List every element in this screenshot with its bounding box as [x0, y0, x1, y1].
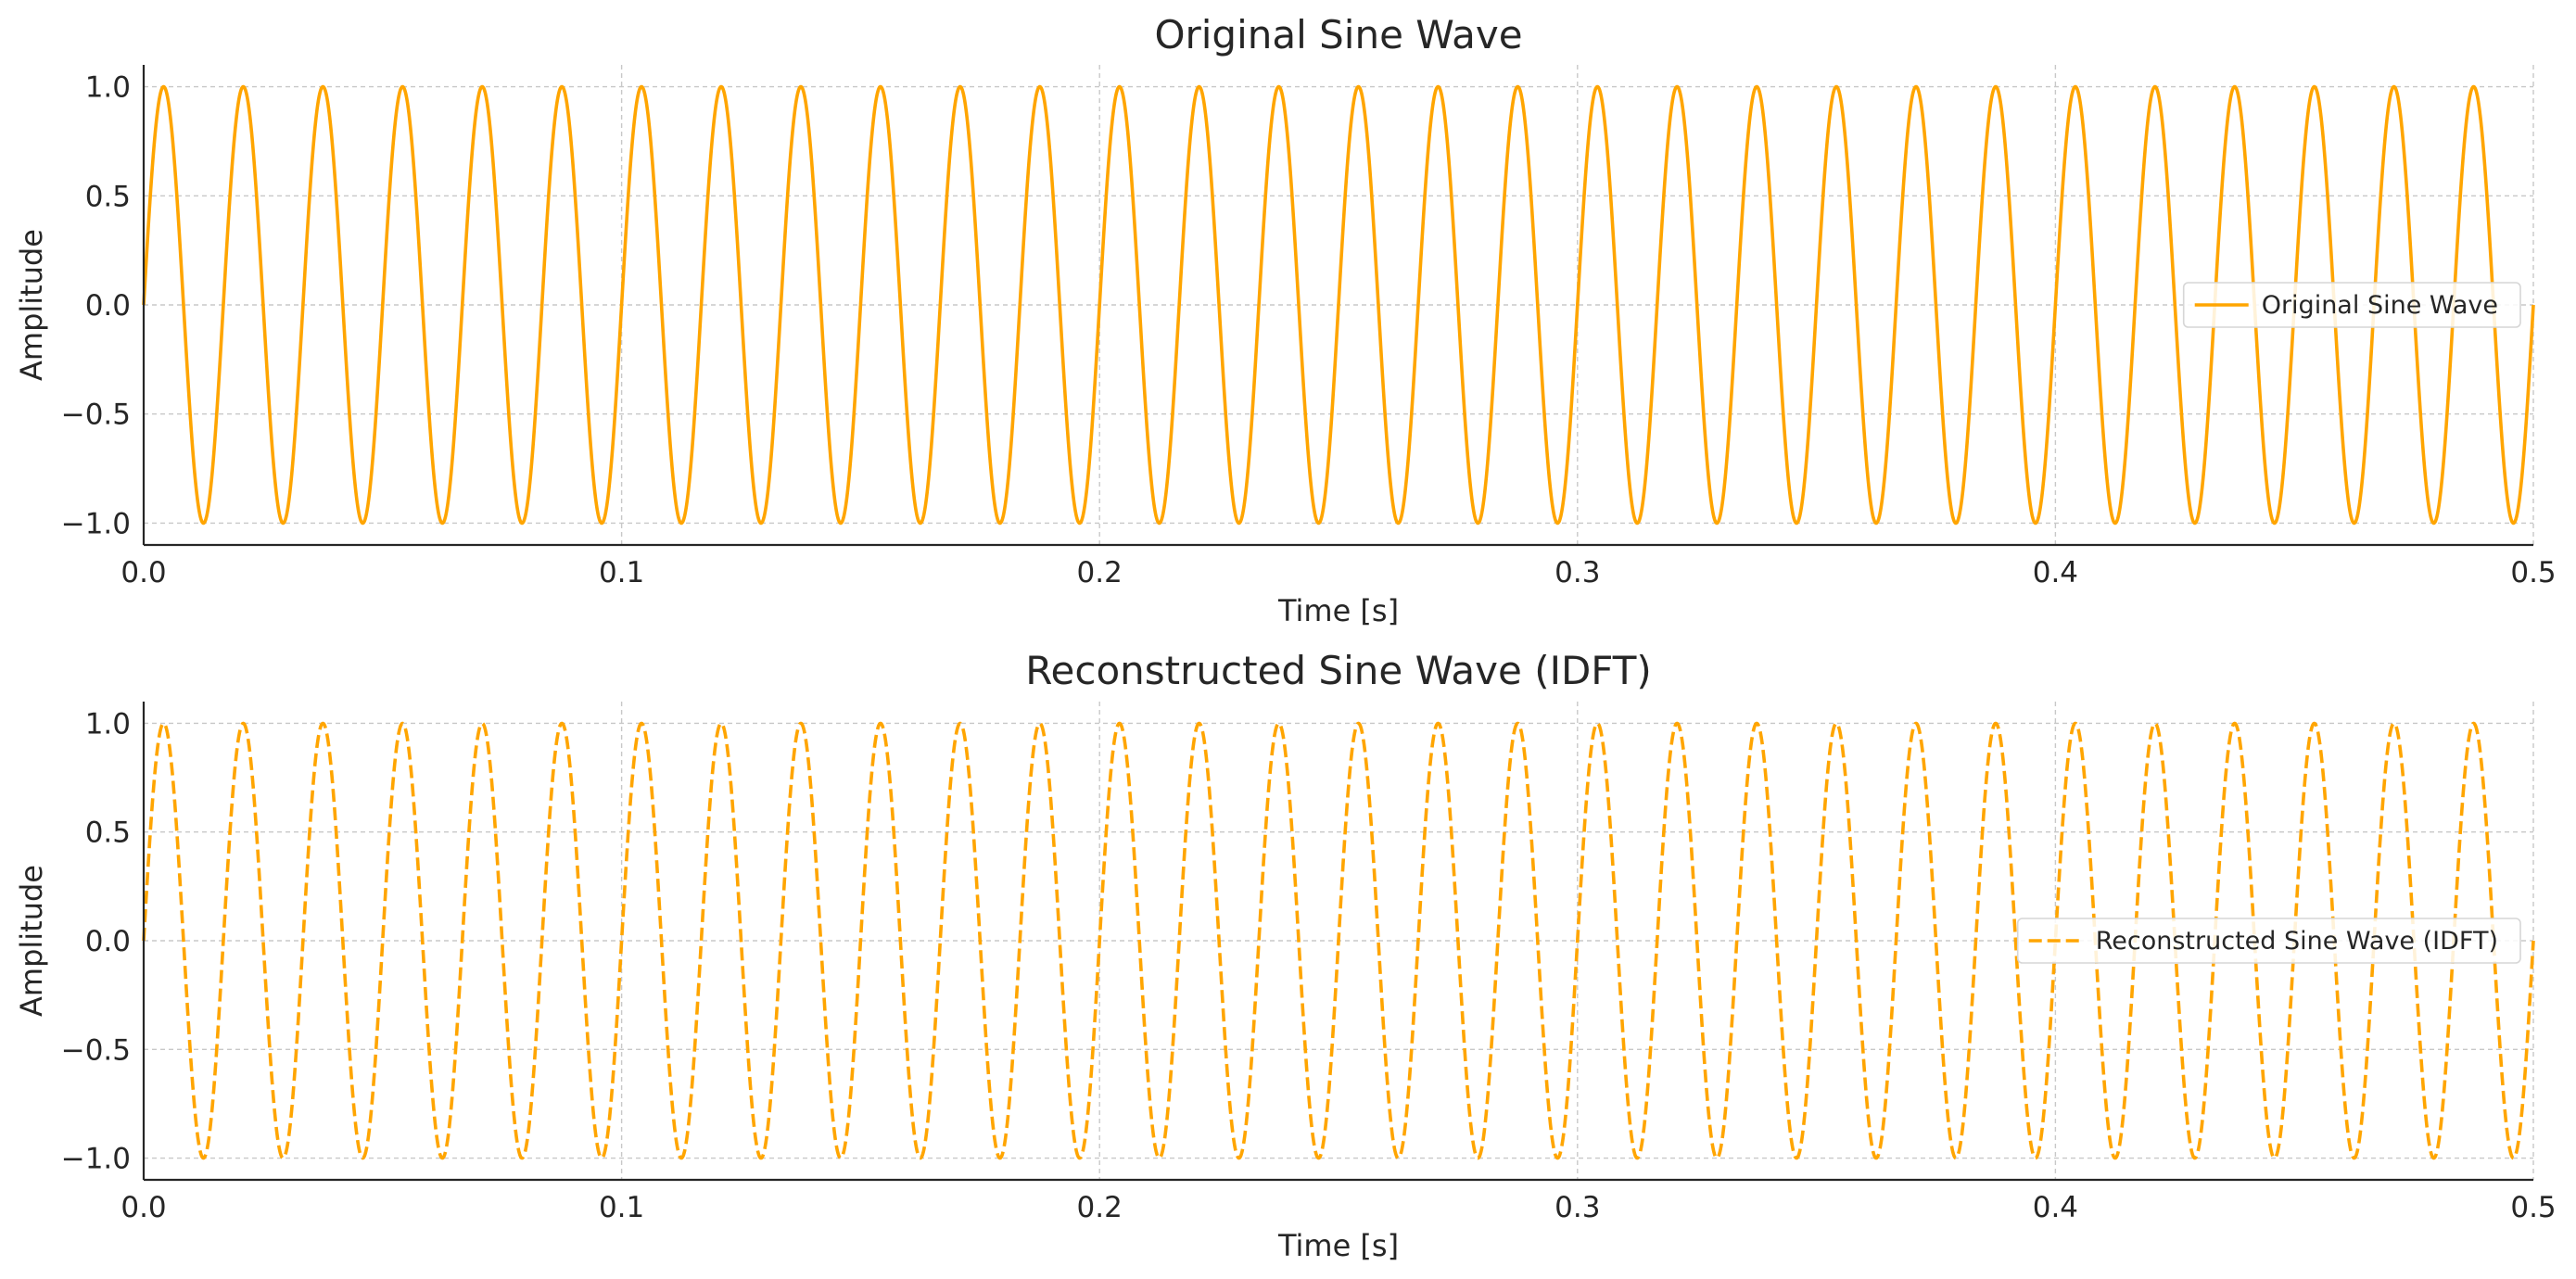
legend-label: Reconstructed Sine Wave (IDFT)	[2096, 927, 2498, 956]
legend-label: Original Sine Wave	[2262, 291, 2498, 320]
y-tick-label: −1.0	[61, 507, 131, 540]
subplot-2: 0.0 0.1 0.2 0.3 0.4 0.5 −1.0 −0.5 0.0 0.5 1.0 Recon…	[14, 648, 2557, 1263]
x-tick-label: 0.1	[599, 1191, 644, 1224]
x-tick-label: 0.1	[599, 556, 644, 589]
y-tick-label: 1.0	[85, 707, 131, 741]
x-axis-label: Time [s]	[1277, 1228, 1399, 1263]
x-tick-label: 0.4	[2033, 1191, 2078, 1224]
y-tick-label: −1.0	[61, 1143, 131, 1176]
y-tick-label: 0.0	[85, 925, 131, 958]
chart-title: Reconstructed Sine Wave (IDFT)	[1025, 648, 1652, 693]
x-axis-label: Time [s]	[1277, 593, 1399, 628]
legend: Reconstructed Sine Wave (IDFT)	[2016, 918, 2521, 964]
legend-box	[2016, 918, 2521, 964]
legend-box	[2182, 282, 2521, 328]
x-tick-label: 0.4	[2033, 556, 2078, 589]
x-tick-label: 0.5	[2510, 556, 2556, 589]
subplot-1: 0.0 0.1 0.2 0.3 0.4 0.5 −1.0 −0.5 0.0 0.5 1.0 Origi…	[14, 12, 2557, 628]
chart-title: Original Sine Wave	[1154, 12, 1522, 57]
y-tick-label: 0.5	[85, 817, 131, 850]
x-tick-label: 0.5	[2510, 1191, 2556, 1224]
x-tick-label: 0.3	[1554, 556, 1600, 589]
y-axis-label: Amplitude	[14, 865, 49, 1017]
series-line-1	[142, 84, 2535, 526]
y-tick-label: 0.5	[85, 180, 131, 213]
y-axis-label: Amplitude	[14, 229, 49, 381]
y-tick-label: 0.0	[85, 289, 131, 323]
y-tick-label: 1.0	[85, 71, 131, 105]
x-tick-label: 0.2	[1077, 556, 1123, 589]
y-tick-label: −0.5	[61, 399, 131, 432]
x-tick-label: 0.2	[1077, 1191, 1123, 1224]
x-tick-label: 0.0	[121, 556, 166, 589]
legend: Original Sine Wave	[2182, 282, 2521, 328]
x-tick-label: 0.0	[121, 1191, 166, 1224]
x-tick-label: 0.3	[1554, 1191, 1600, 1224]
y-tick-label: −0.5	[61, 1033, 131, 1067]
